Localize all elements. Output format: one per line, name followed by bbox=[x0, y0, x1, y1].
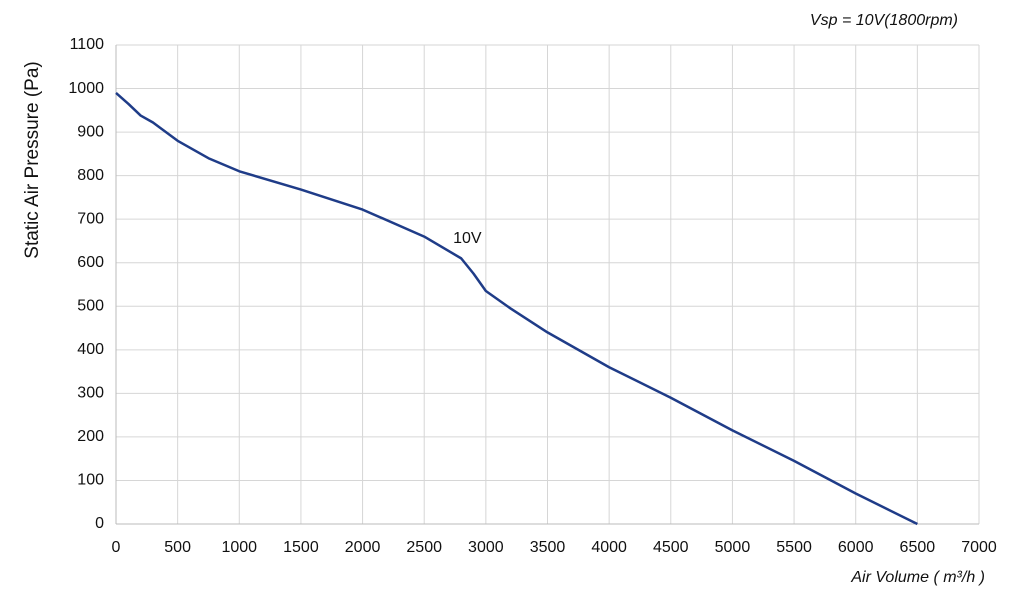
x-tick-label: 500 bbox=[164, 539, 191, 556]
annotation: 10V bbox=[453, 230, 482, 247]
x-tick-label: 4500 bbox=[653, 539, 689, 556]
y-axis-label: Static Air Pressure (Pa) bbox=[22, 61, 43, 258]
y-tick-label: 700 bbox=[77, 210, 104, 227]
x-tick-label: 1500 bbox=[283, 539, 319, 556]
x-tick-label: 1000 bbox=[221, 539, 257, 556]
y-tick-label: 500 bbox=[77, 297, 104, 314]
y-tick-label: 0 bbox=[95, 515, 104, 532]
x-tick-label: 0 bbox=[112, 539, 121, 556]
data-line bbox=[115, 91, 918, 526]
y-tick-label: 1100 bbox=[70, 36, 105, 53]
x-tick-label: 4000 bbox=[591, 539, 627, 556]
x-tick-label: 3000 bbox=[468, 539, 504, 556]
y-tick-label: 200 bbox=[77, 428, 104, 445]
x-tick-label: 7000 bbox=[961, 539, 997, 556]
x-tick-label: 2500 bbox=[406, 539, 442, 556]
y-tick-label: 600 bbox=[77, 254, 104, 271]
x-tick-label: 5000 bbox=[715, 539, 751, 556]
chart-title: Vsp = 10V(1800rpm) bbox=[810, 12, 958, 29]
y-tick-label: 100 bbox=[77, 472, 104, 489]
x-tick-label: 2000 bbox=[345, 539, 381, 556]
x-axis-label: Air Volume ( m³/h ) bbox=[850, 569, 985, 586]
y-tick-label: 1000 bbox=[68, 80, 104, 97]
x-tick-label: 6500 bbox=[900, 539, 936, 556]
y-tick-label: 400 bbox=[77, 341, 104, 358]
y-tick-label: 800 bbox=[77, 167, 104, 184]
x-tick-label: 3500 bbox=[530, 539, 566, 556]
x-tick-label: 5500 bbox=[776, 539, 812, 556]
x-tick-label: 6000 bbox=[838, 539, 874, 556]
y-tick-label: 900 bbox=[77, 123, 104, 140]
y-tick-label: 300 bbox=[77, 385, 104, 402]
